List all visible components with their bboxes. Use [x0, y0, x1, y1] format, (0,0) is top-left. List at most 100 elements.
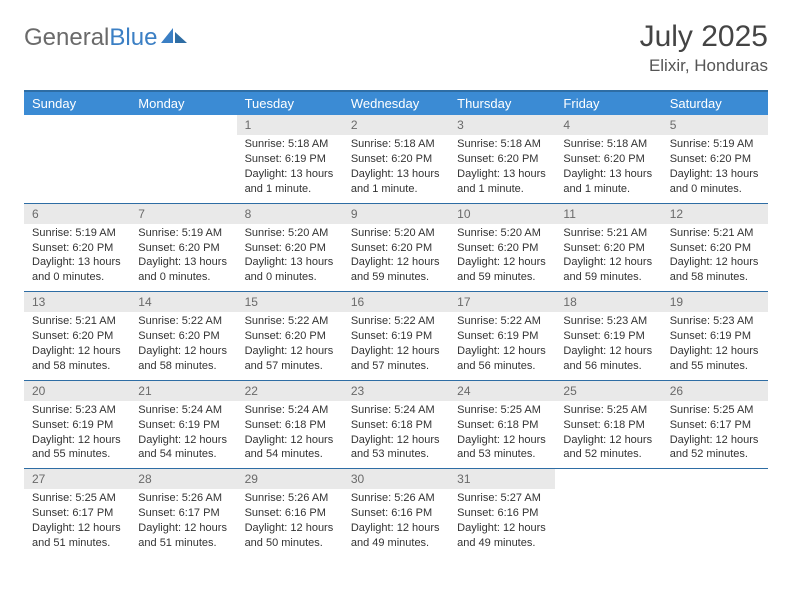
sunset-line: Sunset: 6:17 PM: [670, 418, 760, 433]
day-body: Sunrise: 5:24 AMSunset: 6:18 PMDaylight:…: [237, 401, 343, 468]
day-number: 5: [662, 115, 768, 135]
brand-text-general: General: [24, 24, 109, 52]
day-number: 31: [449, 469, 555, 489]
sunset-line: Sunset: 6:16 PM: [351, 506, 441, 521]
daylight-line: Daylight: 12 hours and 59 minutes.: [457, 255, 547, 285]
sunset-line: Sunset: 6:20 PM: [245, 329, 335, 344]
day-body: Sunrise: 5:26 AMSunset: 6:16 PMDaylight:…: [343, 489, 449, 556]
day-cell-31: 31Sunrise: 5:27 AMSunset: 6:16 PMDayligh…: [449, 469, 555, 557]
day-cell-empty: [662, 469, 768, 557]
daylight-line: Daylight: 12 hours and 54 minutes.: [138, 433, 228, 463]
daylight-line: Daylight: 12 hours and 54 minutes.: [245, 433, 335, 463]
day-cell-1: 1Sunrise: 5:18 AMSunset: 6:19 PMDaylight…: [237, 115, 343, 203]
sunset-line: Sunset: 6:19 PM: [32, 418, 122, 433]
daylight-line: Daylight: 12 hours and 55 minutes.: [670, 344, 760, 374]
sunrise-line: Sunrise: 5:18 AM: [563, 137, 653, 152]
location-label: Elixir, Honduras: [640, 56, 768, 76]
day-number: 14: [130, 292, 236, 312]
sunset-line: Sunset: 6:19 PM: [457, 329, 547, 344]
day-body: Sunrise: 5:20 AMSunset: 6:20 PMDaylight:…: [237, 224, 343, 291]
day-cell-10: 10Sunrise: 5:20 AMSunset: 6:20 PMDayligh…: [449, 204, 555, 292]
day-cell-3: 3Sunrise: 5:18 AMSunset: 6:20 PMDaylight…: [449, 115, 555, 203]
day-cell-25: 25Sunrise: 5:25 AMSunset: 6:18 PMDayligh…: [555, 381, 661, 469]
sunrise-line: Sunrise: 5:24 AM: [245, 403, 335, 418]
day-cell-2: 2Sunrise: 5:18 AMSunset: 6:20 PMDaylight…: [343, 115, 449, 203]
day-number: 25: [555, 381, 661, 401]
sunrise-line: Sunrise: 5:21 AM: [563, 226, 653, 241]
day-cell-14: 14Sunrise: 5:22 AMSunset: 6:20 PMDayligh…: [130, 292, 236, 380]
day-cell-24: 24Sunrise: 5:25 AMSunset: 6:18 PMDayligh…: [449, 381, 555, 469]
day-number: 22: [237, 381, 343, 401]
day-cell-empty: [130, 115, 236, 203]
dow-tuesday: Tuesday: [237, 92, 343, 115]
day-cell-28: 28Sunrise: 5:26 AMSunset: 6:17 PMDayligh…: [130, 469, 236, 557]
day-body: Sunrise: 5:23 AMSunset: 6:19 PMDaylight:…: [662, 312, 768, 379]
daylight-line: Daylight: 12 hours and 51 minutes.: [138, 521, 228, 551]
sunset-line: Sunset: 6:20 PM: [670, 152, 760, 167]
sunset-line: Sunset: 6:16 PM: [457, 506, 547, 521]
dow-monday: Monday: [130, 92, 236, 115]
day-body: Sunrise: 5:19 AMSunset: 6:20 PMDaylight:…: [130, 224, 236, 291]
daylight-line: Daylight: 12 hours and 58 minutes.: [138, 344, 228, 374]
day-number: 8: [237, 204, 343, 224]
sunrise-line: Sunrise: 5:26 AM: [138, 491, 228, 506]
day-body: Sunrise: 5:24 AMSunset: 6:18 PMDaylight:…: [343, 401, 449, 468]
week-row: 6Sunrise: 5:19 AMSunset: 6:20 PMDaylight…: [24, 203, 768, 292]
daylight-line: Daylight: 12 hours and 57 minutes.: [351, 344, 441, 374]
daylight-line: Daylight: 12 hours and 49 minutes.: [351, 521, 441, 551]
daylight-line: Daylight: 13 hours and 1 minute.: [351, 167, 441, 197]
sunrise-line: Sunrise: 5:25 AM: [32, 491, 122, 506]
daylight-line: Daylight: 12 hours and 53 minutes.: [351, 433, 441, 463]
day-cell-27: 27Sunrise: 5:25 AMSunset: 6:17 PMDayligh…: [24, 469, 130, 557]
day-cell-23: 23Sunrise: 5:24 AMSunset: 6:18 PMDayligh…: [343, 381, 449, 469]
day-number: 10: [449, 204, 555, 224]
day-body: Sunrise: 5:25 AMSunset: 6:17 PMDaylight:…: [662, 401, 768, 468]
day-cell-21: 21Sunrise: 5:24 AMSunset: 6:19 PMDayligh…: [130, 381, 236, 469]
sunrise-line: Sunrise: 5:22 AM: [245, 314, 335, 329]
month-title: July 2025: [640, 20, 768, 54]
day-number: 6: [24, 204, 130, 224]
day-number: 13: [24, 292, 130, 312]
day-number: 18: [555, 292, 661, 312]
week-row: 13Sunrise: 5:21 AMSunset: 6:20 PMDayligh…: [24, 291, 768, 380]
day-number: 21: [130, 381, 236, 401]
day-cell-29: 29Sunrise: 5:26 AMSunset: 6:16 PMDayligh…: [237, 469, 343, 557]
day-body: Sunrise: 5:23 AMSunset: 6:19 PMDaylight:…: [555, 312, 661, 379]
daylight-line: Daylight: 12 hours and 52 minutes.: [563, 433, 653, 463]
sunset-line: Sunset: 6:20 PM: [245, 241, 335, 256]
week-row: 1Sunrise: 5:18 AMSunset: 6:19 PMDaylight…: [24, 115, 768, 203]
sunrise-line: Sunrise: 5:19 AM: [32, 226, 122, 241]
day-body: Sunrise: 5:21 AMSunset: 6:20 PMDaylight:…: [24, 312, 130, 379]
day-cell-15: 15Sunrise: 5:22 AMSunset: 6:20 PMDayligh…: [237, 292, 343, 380]
sunset-line: Sunset: 6:20 PM: [563, 152, 653, 167]
calendar: SundayMondayTuesdayWednesdayThursdayFrid…: [24, 90, 768, 557]
sunset-line: Sunset: 6:19 PM: [138, 418, 228, 433]
header: GeneralBlue July 2025 Elixir, Honduras: [24, 20, 768, 76]
sunrise-line: Sunrise: 5:26 AM: [245, 491, 335, 506]
daylight-line: Daylight: 12 hours and 52 minutes.: [670, 433, 760, 463]
day-cell-18: 18Sunrise: 5:23 AMSunset: 6:19 PMDayligh…: [555, 292, 661, 380]
day-body: Sunrise: 5:18 AMSunset: 6:20 PMDaylight:…: [449, 135, 555, 202]
sunrise-line: Sunrise: 5:19 AM: [670, 137, 760, 152]
day-body: Sunrise: 5:27 AMSunset: 6:16 PMDaylight:…: [449, 489, 555, 556]
sunrise-line: Sunrise: 5:20 AM: [351, 226, 441, 241]
day-cell-6: 6Sunrise: 5:19 AMSunset: 6:20 PMDaylight…: [24, 204, 130, 292]
day-number: [555, 469, 661, 473]
sunset-line: Sunset: 6:16 PM: [245, 506, 335, 521]
daylight-line: Daylight: 12 hours and 49 minutes.: [457, 521, 547, 551]
day-body: Sunrise: 5:23 AMSunset: 6:19 PMDaylight:…: [24, 401, 130, 468]
sunset-line: Sunset: 6:18 PM: [457, 418, 547, 433]
day-cell-30: 30Sunrise: 5:26 AMSunset: 6:16 PMDayligh…: [343, 469, 449, 557]
day-number: 7: [130, 204, 236, 224]
day-cell-19: 19Sunrise: 5:23 AMSunset: 6:19 PMDayligh…: [662, 292, 768, 380]
day-body: Sunrise: 5:22 AMSunset: 6:19 PMDaylight:…: [449, 312, 555, 379]
sunrise-line: Sunrise: 5:23 AM: [670, 314, 760, 329]
sunrise-line: Sunrise: 5:26 AM: [351, 491, 441, 506]
sunset-line: Sunset: 6:19 PM: [670, 329, 760, 344]
day-body: Sunrise: 5:20 AMSunset: 6:20 PMDaylight:…: [449, 224, 555, 291]
day-number: 11: [555, 204, 661, 224]
daylight-line: Daylight: 12 hours and 57 minutes.: [245, 344, 335, 374]
daylight-line: Daylight: 13 hours and 1 minute.: [457, 167, 547, 197]
daylight-line: Daylight: 12 hours and 51 minutes.: [32, 521, 122, 551]
day-cell-8: 8Sunrise: 5:20 AMSunset: 6:20 PMDaylight…: [237, 204, 343, 292]
